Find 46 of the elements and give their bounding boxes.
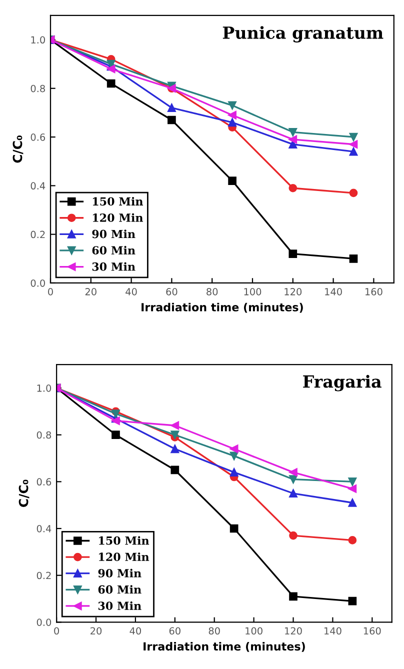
- x-tick-label: 20: [85, 288, 96, 296]
- text: Punica granatum: [222, 26, 384, 42]
- text: Fragaria: [303, 374, 382, 392]
- legend-label: 90 Min: [92, 230, 136, 238]
- legend-label: 150 Min: [99, 536, 150, 545]
- legend-label: 150 Min: [92, 196, 144, 206]
- x-tick-label: 140: [325, 288, 342, 296]
- legend-label: 30 Min: [92, 262, 136, 271]
- legend-label: 90 Min: [98, 568, 142, 578]
- y-tick-label: 0.8: [36, 431, 52, 439]
- x-tick-label: 160: [365, 288, 382, 296]
- x-tick-label: 140: [324, 627, 342, 635]
- x-tick-label: 80: [208, 627, 220, 635]
- y-tick-label: 1.0: [37, 384, 52, 392]
- x-tick-label: 0: [54, 627, 60, 635]
- x-tick-label: 60: [169, 627, 180, 635]
- x-tick-label: 160: [364, 627, 381, 635]
- x-tick-label: 0: [48, 288, 53, 296]
- x-tick-label: 120: [285, 627, 302, 635]
- y-tick-label: 1.0: [31, 36, 45, 44]
- x-tick-label: 100: [244, 288, 262, 296]
- x-tick-label: 60: [166, 288, 178, 296]
- y-axis-title: C/C₀: [12, 135, 24, 163]
- y-tick-label: 0.4: [36, 524, 52, 532]
- x-tick-label: 40: [130, 627, 141, 635]
- x-tick-label: 40: [126, 288, 137, 296]
- x-axis-title: Irradiation time (minutes): [144, 642, 305, 652]
- y-tick-label: 0.2: [30, 230, 45, 238]
- legend-label: 120 Min: [99, 552, 150, 562]
- y-tick-label: 0.4: [30, 182, 46, 190]
- x-tick-label: 80: [206, 288, 218, 296]
- x-tick-label: 20: [90, 627, 102, 635]
- x-tick-label: 100: [246, 627, 262, 635]
- y-tick-label: 0.6: [30, 134, 46, 141]
- x-tick-label: 120: [284, 288, 302, 296]
- y-tick-label: 0.0: [36, 618, 52, 626]
- y-axis-title: C/C₀: [18, 480, 30, 507]
- y-tick-label: 0.2: [36, 572, 51, 580]
- legend-label: 60 Min: [98, 585, 142, 594]
- legend-label: 30 Min: [98, 601, 142, 610]
- y-tick-label: 0.8: [30, 84, 45, 92]
- y-tick-label: 0.6: [36, 478, 52, 486]
- y-tick-label: 0.0: [30, 279, 45, 287]
- legend-label: 60 Min: [92, 246, 136, 255]
- x-axis-title: Irradiation time (minutes): [142, 302, 303, 313]
- legend-label: 120 Min: [92, 213, 144, 222]
